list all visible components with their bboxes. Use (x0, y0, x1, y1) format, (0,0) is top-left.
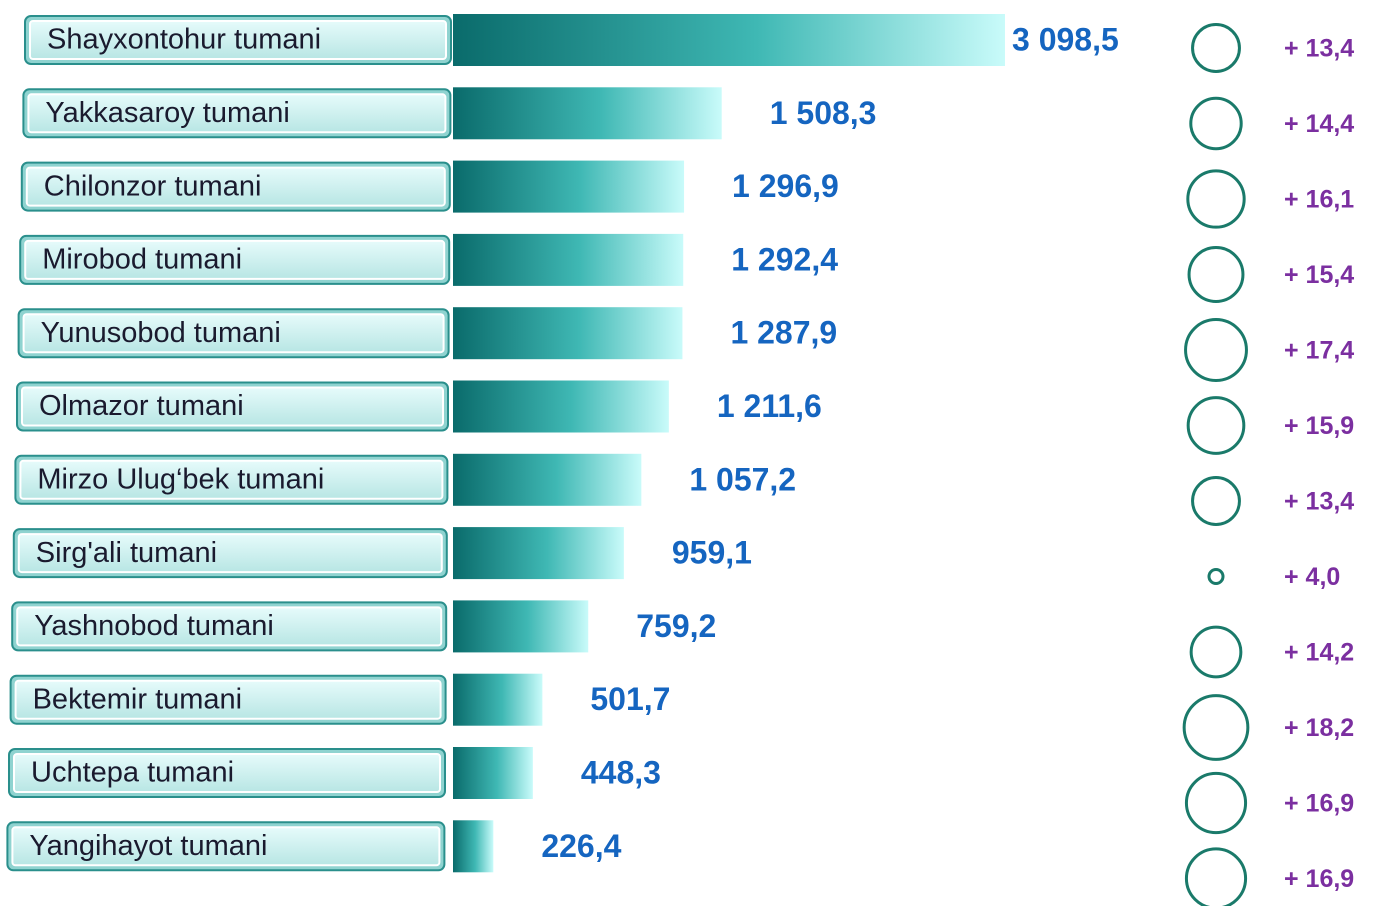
value-label: 759,2 (636, 608, 716, 644)
label-box (21, 386, 444, 427)
value-label: 226,4 (541, 828, 621, 864)
growth-label: + 14,4 (1284, 110, 1354, 138)
growth-label: + 13,4 (1284, 35, 1354, 63)
growth-circle (1189, 625, 1243, 679)
growth-label: + 17,4 (1284, 337, 1354, 365)
growth-circle (1191, 23, 1241, 73)
value-label: 1 211,6 (717, 388, 822, 424)
bar (453, 233, 684, 286)
label-box (16, 606, 443, 647)
growth-label: + 15,4 (1284, 261, 1354, 289)
growth-label: + 16,1 (1284, 186, 1354, 214)
category-label: Yashnobod tumani (34, 610, 274, 642)
category-label: Yakkasaroy tumani (45, 97, 289, 129)
bar (453, 820, 494, 873)
growth-circle (1207, 568, 1225, 585)
bar (453, 747, 533, 799)
category-label: Sirg'ali tumani (36, 537, 217, 569)
bar (453, 380, 669, 433)
value-label: 959,1 (672, 535, 752, 571)
growth-circle (1184, 318, 1248, 382)
growth-circle (1184, 847, 1248, 906)
bar (453, 673, 543, 726)
growth-circle (1184, 771, 1248, 835)
bar (453, 160, 685, 213)
label-box (17, 533, 443, 574)
growth-label: + 16,9 (1284, 865, 1354, 893)
value-label: 1 292,4 (731, 241, 838, 277)
value-label: 448,3 (581, 754, 661, 790)
growth-label: + 16,9 (1284, 790, 1354, 818)
bar (453, 600, 589, 653)
value-label: 1 296,9 (732, 168, 839, 204)
growth-label: + 18,2 (1284, 714, 1354, 742)
value-label: 1 057,2 (689, 461, 796, 497)
label-box (27, 93, 447, 134)
value-label: 3 098,5 (1012, 21, 1119, 57)
growth-circle (1187, 246, 1245, 303)
category-label: Mirobod tumani (42, 244, 242, 276)
category-label: Olmazor tumani (39, 390, 244, 422)
label-box (11, 826, 441, 867)
growth-label: + 15,9 (1284, 412, 1354, 440)
value-label: 1 508,3 (770, 95, 877, 131)
category-label: Yunusobod tumani (41, 317, 281, 349)
growth-circle (1191, 476, 1241, 526)
growth-circle (1186, 169, 1246, 229)
label-box (25, 166, 446, 207)
growth-circle (1182, 694, 1250, 761)
category-label: Chilonzor tumani (44, 170, 262, 202)
growth-circle (1189, 96, 1243, 151)
category-label: Yangihayot tumani (29, 830, 267, 862)
category-label: Bektemir tumani (33, 683, 243, 715)
label-box (29, 20, 447, 60)
bar (453, 87, 722, 140)
category-label: Shayxontohur tumani (47, 24, 321, 56)
label-box (19, 459, 444, 500)
label-box (14, 679, 442, 720)
growth-label: + 13,4 (1284, 488, 1354, 516)
growth-circle (1186, 396, 1246, 455)
bar (453, 307, 683, 360)
growth-label: + 4,0 (1284, 563, 1340, 591)
growth-label: + 14,2 (1284, 639, 1354, 667)
label-box (22, 313, 445, 354)
category-label: Mirzo Ulug‘bek tumani (37, 463, 324, 495)
value-label: 501,7 (590, 681, 670, 717)
label-box (13, 753, 441, 793)
category-label: Uchtepa tumani (31, 757, 234, 789)
label-box (24, 239, 446, 280)
bar (453, 453, 642, 506)
bar (453, 527, 624, 580)
bar (453, 14, 1005, 66)
value-label: 1 287,9 (730, 315, 837, 351)
